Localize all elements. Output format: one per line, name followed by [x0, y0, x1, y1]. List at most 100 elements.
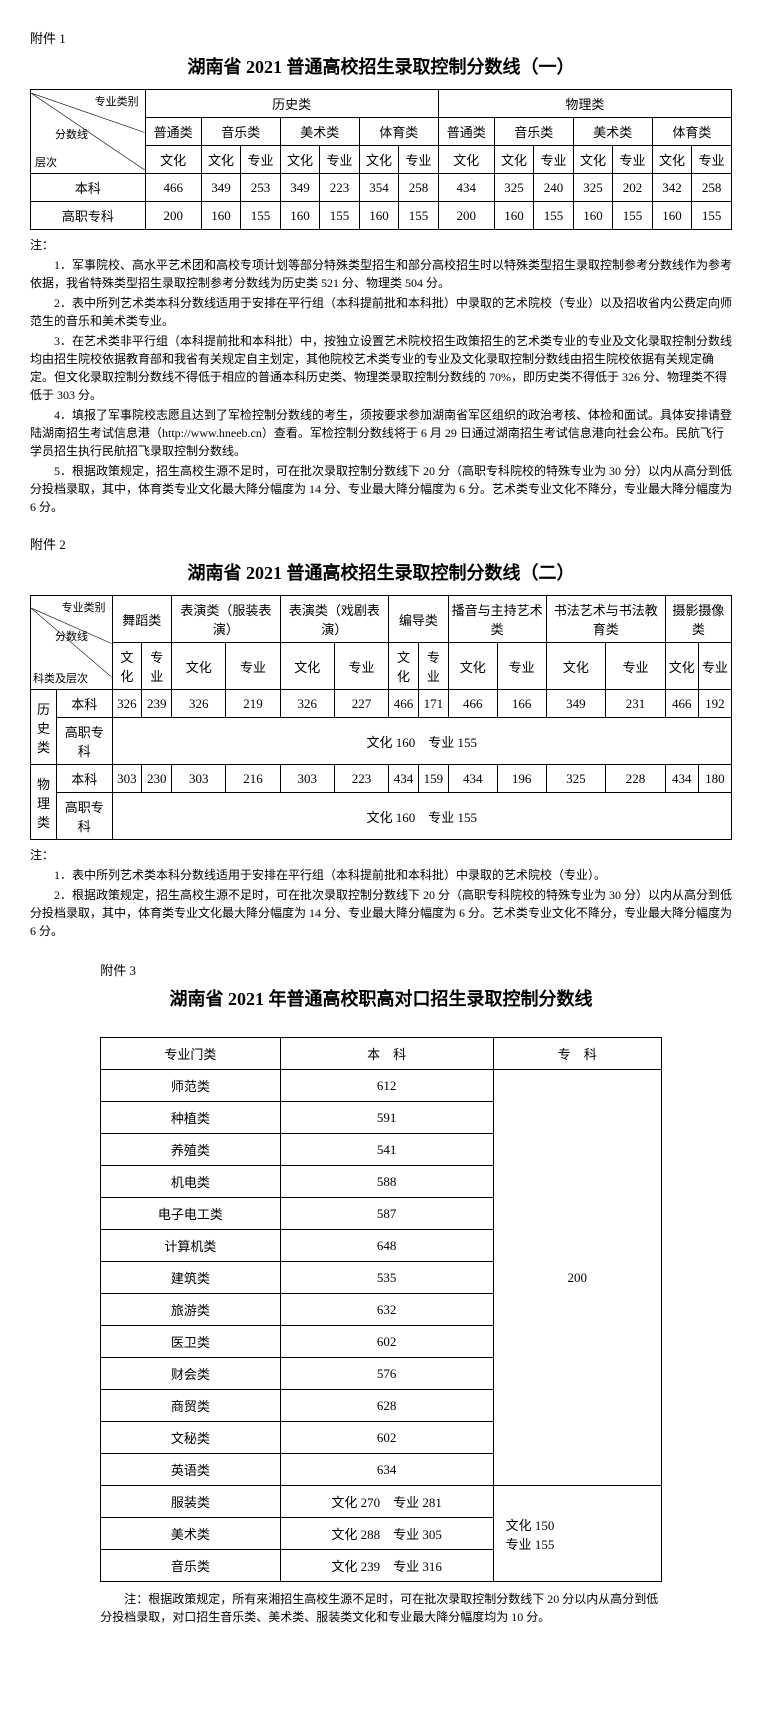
cell: 音乐类 [101, 1550, 280, 1582]
cell: 239 [142, 690, 172, 718]
cell: 202 [613, 174, 653, 202]
group-physics: 物理类 [438, 90, 731, 118]
table-row: 高职专科 文化 160 专业 155 [31, 718, 732, 765]
cell: 200 [493, 1070, 661, 1486]
cell: 434 [448, 765, 497, 793]
note-item: 2．根据政策规定，招生高校生源不足时，可在批次录取控制分数线下 20 分（高职专… [30, 886, 732, 940]
note-item: 5．根据政策规定，招生高校生源不足时，可在批次录取控制分数线下 20 分（高职专… [30, 462, 732, 516]
cell: 591 [280, 1102, 493, 1134]
table-1: 专业类别 分数线 层次 历史类 物理类 普通类 音乐类 美术类 体育类 普通类 … [30, 89, 732, 230]
cell: 高职专科 [31, 202, 146, 230]
cell: 旅游类 [101, 1294, 280, 1326]
cell: 258 [692, 174, 732, 202]
sub: 音乐类 [494, 118, 573, 146]
cell: 231 [606, 690, 666, 718]
ch: 专业 [418, 643, 448, 690]
attachment-1-title: 湖南省 2021 普通高校招生录取控制分数线（一） [30, 53, 732, 79]
table-row: 高职专科 20016015516015516015520016015516015… [31, 202, 732, 230]
cell: 文化 160 专业 155 [112, 718, 732, 765]
col: 本 科 [280, 1038, 493, 1070]
ch: 专业 [613, 146, 653, 174]
cell: 253 [241, 174, 281, 202]
grp: 摄影摄像类 [665, 596, 731, 643]
cell: 英语类 [101, 1454, 280, 1486]
cell: 325 [573, 174, 613, 202]
table-row: 服装类文化 270 专业 281文化 150 专业 155 [101, 1486, 662, 1518]
ch: 文化 [448, 643, 497, 690]
ch: 文化 [145, 146, 201, 174]
ch: 文化 [172, 643, 226, 690]
cell: 258 [399, 174, 439, 202]
table-row: 高职专科 文化 160 专业 155 [31, 793, 732, 840]
cell: 648 [280, 1230, 493, 1262]
col: 专 科 [493, 1038, 661, 1070]
cell: 155 [320, 202, 360, 230]
table-row: 历史类 本科 326239326219326227466171466166349… [31, 690, 732, 718]
sub: 音乐类 [201, 118, 280, 146]
cell: 228 [606, 765, 666, 793]
cell: 535 [280, 1262, 493, 1294]
cell: 本科 [31, 174, 146, 202]
cell: 200 [438, 202, 494, 230]
cell: 机电类 [101, 1166, 280, 1198]
cell: 628 [280, 1390, 493, 1422]
cell: 612 [280, 1070, 493, 1102]
cell: 计算机类 [101, 1230, 280, 1262]
cell: 171 [418, 690, 448, 718]
sub: 普通类 [438, 118, 494, 146]
cell: 服装类 [101, 1486, 280, 1518]
cell: 建筑类 [101, 1262, 280, 1294]
ch: 专业 [320, 146, 360, 174]
note-item: 1．军事院校、高水平艺术团和高校专项计划等部分特殊类型招生和部分高校招生时以特殊… [30, 256, 732, 292]
group-history: 历史类 [145, 90, 438, 118]
attachment-2-label: 附件 2 [30, 534, 732, 553]
cell: 434 [438, 174, 494, 202]
attachment-2-title: 湖南省 2021 普通高校招生录取控制分数线（二） [30, 559, 732, 585]
ch: 文化 [280, 146, 320, 174]
cell: 种植类 [101, 1102, 280, 1134]
diag-bot: 科类及层次 [33, 670, 88, 686]
cell: 180 [698, 765, 731, 793]
cell: 223 [320, 174, 360, 202]
cell: 602 [280, 1422, 493, 1454]
diag-top: 专业类别 [95, 93, 139, 109]
cell: 227 [334, 690, 388, 718]
cell: 医卫类 [101, 1326, 280, 1358]
cell: 326 [172, 690, 226, 718]
ch: 专业 [497, 643, 546, 690]
note-item: 2．表中所列艺术类本科分数线适用于安排在平行组（本科提前批和本科批）中录取的艺术… [30, 294, 732, 330]
cell: 文化 288 专业 305 [280, 1518, 493, 1550]
cell: 434 [389, 765, 419, 793]
cell: 354 [359, 174, 399, 202]
cell: 师范类 [101, 1070, 280, 1102]
diag-top: 专业类别 [62, 599, 106, 615]
note-item: 3．在艺术类非平行组（本科提前批和本科批）中，按独立设置艺术院校招生政策招生的艺… [30, 332, 732, 404]
cell: 本科 [57, 765, 113, 793]
sub: 体育类 [652, 118, 731, 146]
cell: 文化 150 专业 155 [493, 1486, 661, 1582]
diag-mid: 分数线 [55, 628, 88, 644]
ch: 文化 [359, 146, 399, 174]
ch: 专业 [606, 643, 666, 690]
notes-2: 注： 1．表中所列艺术类本科分数线适用于安排在平行组（本科提前批和本科批）中录取… [30, 846, 732, 940]
table-row: 师范类612200 [101, 1070, 662, 1102]
ch: 文化 [389, 643, 419, 690]
cell: 电子电工类 [101, 1198, 280, 1230]
grp: 表演类（服装表演） [172, 596, 281, 643]
diag-bot: 层次 [35, 154, 57, 170]
cell: 160 [280, 202, 320, 230]
cell: 576 [280, 1358, 493, 1390]
ch: 文化 [201, 146, 241, 174]
sub: 美术类 [573, 118, 652, 146]
cell: 192 [698, 690, 731, 718]
note-item: 注：根据政策规定，所有来湘招生高校生源不足时，可在批次录取控制分数线下 20 分… [100, 1590, 662, 1626]
cell: 166 [497, 690, 546, 718]
cell: 196 [497, 765, 546, 793]
ch: 文化 [665, 643, 698, 690]
cell: 物理类 [31, 765, 57, 840]
ch: 专业 [142, 643, 172, 690]
ch: 专业 [226, 643, 280, 690]
diag-mid: 分数线 [55, 126, 88, 142]
cell: 155 [692, 202, 732, 230]
ch: 专业 [399, 146, 439, 174]
